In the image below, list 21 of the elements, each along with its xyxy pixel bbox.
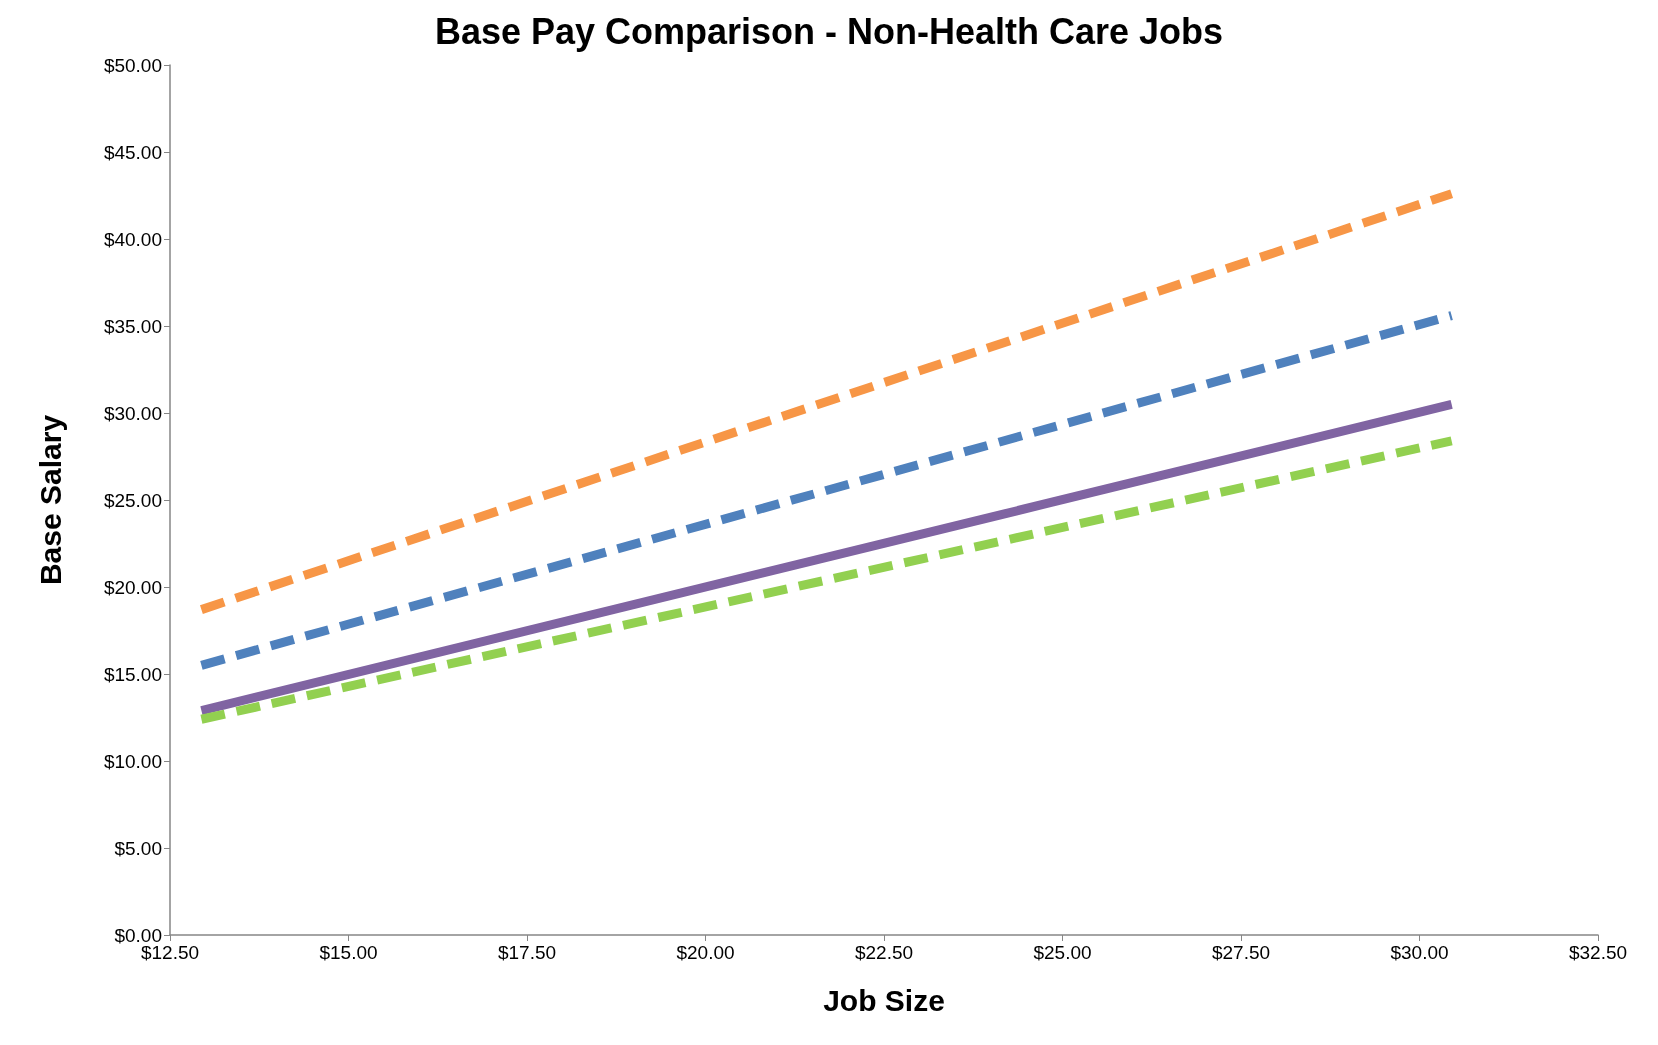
y-axis-title: Base Salary (33, 414, 67, 586)
x-tick-label: $22.50 (854, 942, 914, 963)
x-axis-title: Job Size (823, 983, 945, 1017)
x-tick-label: $20.00 (676, 942, 735, 963)
x-tick-label: $32.50 (1568, 942, 1628, 963)
x-tick-label: $27.50 (1211, 942, 1271, 963)
y-tick-label: $15.00 (103, 663, 162, 685)
x-tick-label: $17.50 (497, 942, 557, 963)
chart-title: Base Pay Comparison - Non-Health Care Jobs (434, 10, 1224, 52)
x-tick-label: $25.00 (1033, 942, 1092, 963)
y-tick-label: $40.00 (103, 228, 162, 250)
y-tick-label: $5.00 (114, 837, 162, 859)
y-tick-label: $10.00 (103, 750, 162, 772)
x-tick-label: $15.00 (319, 942, 378, 963)
y-tick-label: $35.00 (103, 315, 162, 337)
y-tick-label: $20.00 (103, 576, 162, 598)
y-tick-label: $30.00 (103, 402, 162, 424)
y-tick-label: $50.00 (103, 54, 162, 76)
x-tick-label: $30.00 (1390, 942, 1449, 963)
y-tick-label: $45.00 (103, 141, 162, 163)
y-tick-label: $25.00 (103, 489, 162, 511)
